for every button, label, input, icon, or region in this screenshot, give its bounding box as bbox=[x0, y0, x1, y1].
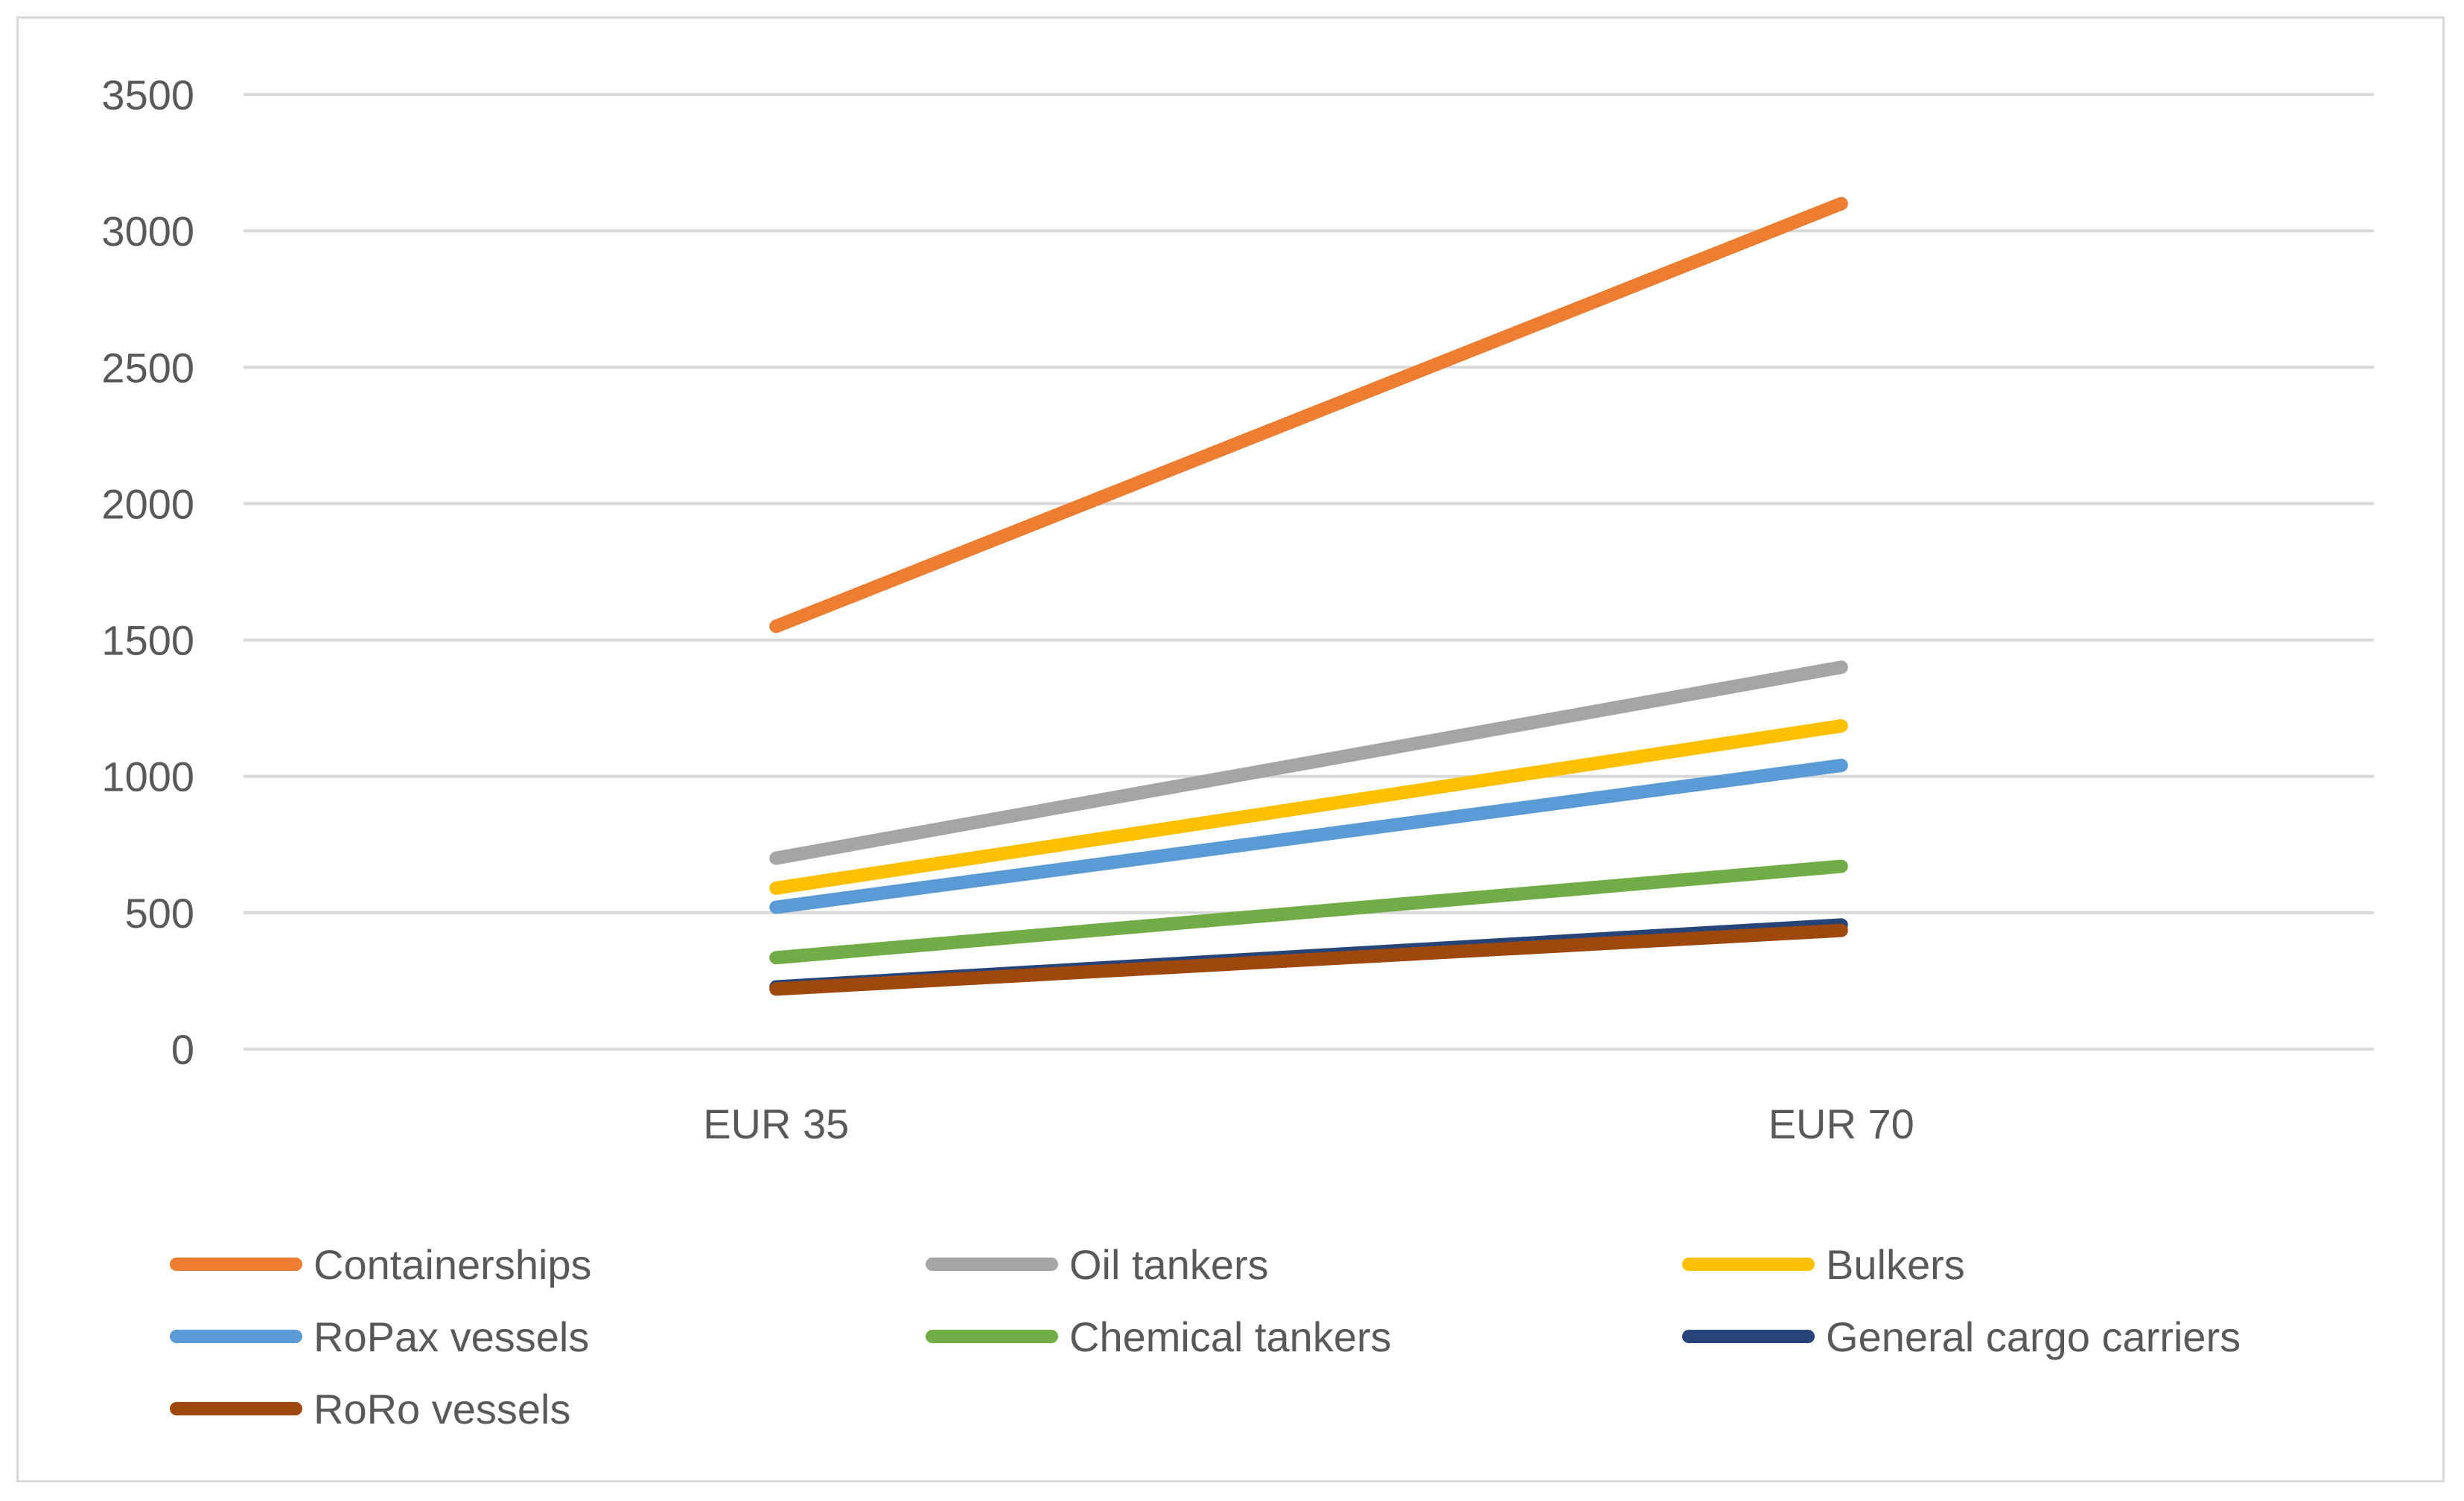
legend-label: RoRo vessels bbox=[313, 1386, 570, 1433]
x-tick-label: EUR 35 bbox=[703, 1100, 849, 1147]
y-tick-label: 2500 bbox=[101, 344, 194, 391]
legend-item-oil-tankers: Oil tankers bbox=[926, 1241, 1269, 1288]
series-line-roro-vessels bbox=[769, 923, 1848, 996]
gridlines bbox=[243, 93, 2374, 1051]
x-tick-label: EUR 70 bbox=[1769, 1100, 1914, 1147]
legend-item-containerships: Containerships bbox=[170, 1241, 592, 1288]
legend-label: Bulkers bbox=[1826, 1241, 1965, 1288]
x-axis-ticks: EUR 35 EUR 70 bbox=[703, 1100, 1914, 1147]
legend-label: RoPax vessels bbox=[313, 1313, 589, 1360]
series-line-oil-tankers bbox=[769, 660, 1848, 865]
y-tick-label: 2000 bbox=[101, 480, 194, 527]
line-chart: 0 500 1000 1500 2000 2500 3000 3500 EUR 35 EUR 7… bbox=[101, 71, 2374, 1433]
y-tick-label: 1000 bbox=[101, 753, 194, 800]
series-lines bbox=[769, 197, 1848, 996]
y-tick-label: 500 bbox=[125, 890, 194, 937]
y-tick-label: 1500 bbox=[101, 617, 194, 664]
legend-label: Containerships bbox=[313, 1241, 592, 1288]
series-line-chemical-tankers bbox=[769, 859, 1848, 965]
legend-item-ropax-vessels: RoPax vessels bbox=[170, 1313, 589, 1360]
legend: Containerships Oil tankers Bulkers RoPax ve… bbox=[170, 1241, 2241, 1433]
y-tick-label: 3500 bbox=[101, 71, 194, 118]
chart-frame: 0 500 1000 1500 2000 2500 3000 3500 EUR 35 EUR 7… bbox=[16, 16, 2445, 1482]
legend-item-bulkers: Bulkers bbox=[1682, 1241, 1965, 1288]
legend-item-roro-vessels: RoRo vessels bbox=[170, 1386, 570, 1433]
legend-item-chemical-tankers: Chemical tankers bbox=[926, 1313, 1392, 1360]
legend-label: Chemical tankers bbox=[1069, 1313, 1392, 1360]
series-line-containerships bbox=[769, 197, 1848, 634]
series-line-bulkers bbox=[769, 718, 1848, 895]
legend-label: General cargo carriers bbox=[1826, 1313, 2241, 1360]
legend-item-general-cargo-carriers: General cargo carriers bbox=[1682, 1313, 2241, 1360]
legend-label: Oil tankers bbox=[1069, 1241, 1269, 1288]
y-tick-label: 0 bbox=[171, 1026, 194, 1073]
series-line-ropax-vessels bbox=[769, 759, 1848, 914]
y-tick-label: 3000 bbox=[101, 208, 194, 255]
y-axis-ticks: 0 500 1000 1500 2000 2500 3000 3500 bbox=[101, 71, 194, 1073]
